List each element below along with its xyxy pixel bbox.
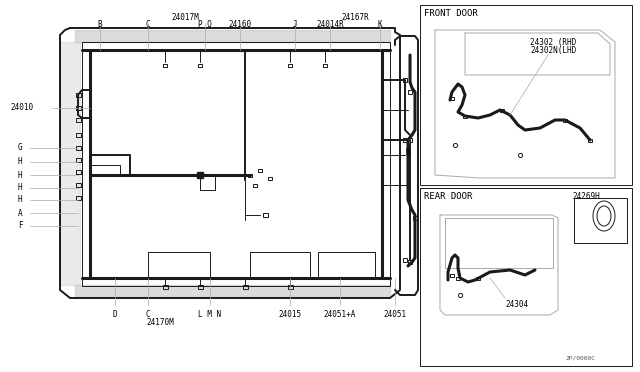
- Bar: [408, 90, 412, 94]
- Bar: [268, 176, 272, 180]
- Bar: [403, 78, 407, 82]
- Text: REAR DOOR: REAR DOOR: [424, 192, 472, 201]
- Bar: [287, 285, 292, 289]
- Bar: [450, 96, 454, 99]
- Bar: [463, 115, 467, 118]
- Bar: [323, 64, 327, 67]
- Bar: [198, 285, 202, 289]
- Bar: [420, 5, 632, 185]
- Bar: [148, 252, 210, 278]
- Bar: [248, 173, 252, 176]
- Text: 24167R: 24167R: [341, 13, 369, 22]
- Text: 24304: 24304: [505, 300, 528, 309]
- Text: P Q: P Q: [198, 20, 212, 29]
- Text: H: H: [18, 170, 22, 180]
- Bar: [76, 106, 81, 110]
- Bar: [163, 64, 167, 67]
- Bar: [262, 213, 268, 217]
- Text: 24014R: 24014R: [316, 20, 344, 29]
- Bar: [76, 133, 81, 137]
- Bar: [198, 64, 202, 67]
- Bar: [76, 170, 81, 174]
- Bar: [163, 285, 168, 289]
- Text: R: R: [405, 148, 410, 157]
- Text: D: D: [113, 310, 117, 319]
- Bar: [253, 183, 257, 186]
- Text: J: J: [292, 20, 298, 29]
- Bar: [76, 183, 81, 187]
- Text: L M N: L M N: [198, 310, 221, 319]
- Text: 24302 (RHD: 24302 (RHD: [530, 38, 576, 47]
- Bar: [82, 42, 390, 286]
- Bar: [413, 216, 417, 220]
- Text: 24015: 24015: [278, 310, 301, 319]
- Text: 24160: 24160: [228, 20, 252, 29]
- Bar: [456, 276, 460, 279]
- Bar: [476, 276, 480, 279]
- Bar: [76, 93, 81, 97]
- Text: H: H: [18, 183, 22, 192]
- Bar: [76, 196, 81, 200]
- Bar: [574, 198, 627, 243]
- Text: C: C: [146, 310, 150, 319]
- Bar: [408, 260, 412, 264]
- Text: FRONT DOOR: FRONT DOOR: [424, 9, 477, 18]
- Text: G: G: [18, 144, 22, 153]
- Bar: [76, 146, 81, 150]
- Text: H: H: [18, 196, 22, 205]
- Text: 24051+A: 24051+A: [324, 310, 356, 319]
- Text: 24017M: 24017M: [171, 13, 199, 22]
- Bar: [563, 119, 567, 122]
- Text: 2P/0000C: 2P/0000C: [565, 355, 595, 360]
- Bar: [408, 138, 412, 142]
- Bar: [500, 109, 504, 112]
- Bar: [258, 169, 262, 171]
- Bar: [588, 138, 592, 141]
- Text: A: A: [18, 208, 22, 218]
- Text: C: C: [146, 20, 150, 29]
- Text: 24269H: 24269H: [572, 192, 600, 201]
- Text: B: B: [98, 20, 102, 29]
- Bar: [450, 273, 454, 276]
- Text: 24170M: 24170M: [146, 318, 174, 327]
- Bar: [288, 64, 292, 67]
- Text: 24010: 24010: [10, 103, 33, 112]
- Bar: [76, 158, 81, 162]
- Text: H: H: [18, 157, 22, 167]
- Bar: [250, 252, 310, 278]
- Text: K: K: [378, 20, 382, 29]
- Bar: [318, 252, 375, 278]
- Bar: [76, 118, 81, 122]
- Bar: [420, 188, 632, 366]
- Text: 24302N(LHD: 24302N(LHD: [530, 46, 576, 55]
- Text: F: F: [18, 221, 22, 231]
- Bar: [243, 285, 248, 289]
- Bar: [403, 138, 407, 142]
- Bar: [403, 258, 407, 262]
- Text: 24051: 24051: [383, 310, 406, 319]
